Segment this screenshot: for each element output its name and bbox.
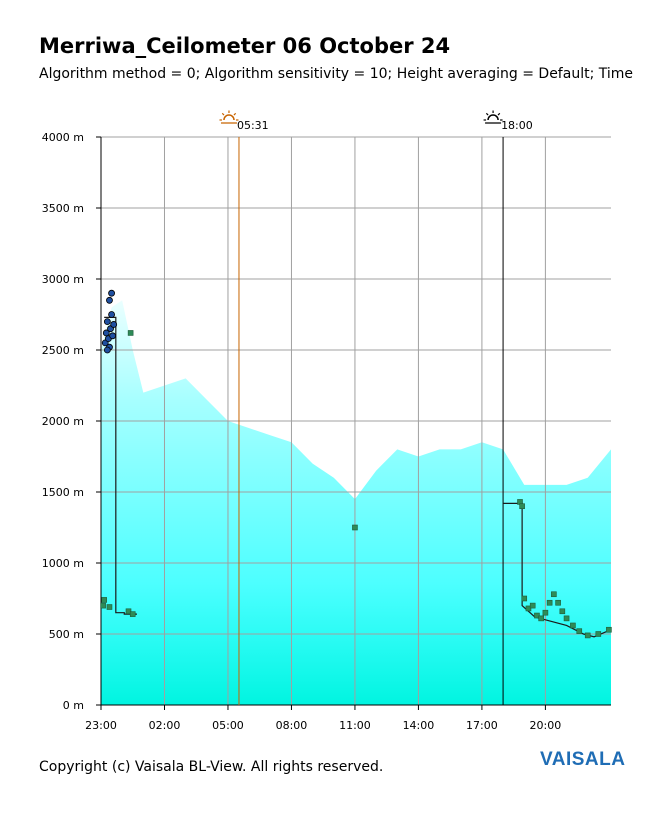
x-tick-label: 17:00 xyxy=(466,719,498,732)
cloud-hit-marker xyxy=(100,602,106,609)
cloud-hit-marker xyxy=(101,597,107,603)
y-tick-label: 500 m xyxy=(49,628,84,641)
y-tick-label: 3500 m xyxy=(42,202,84,215)
vaisala-logo: VAISALA xyxy=(540,749,626,770)
sunrise-icon xyxy=(219,110,239,124)
cloud-hit-marker xyxy=(529,602,536,609)
x-tick-label: 05:00 xyxy=(212,719,244,732)
high-cloud-marker xyxy=(110,321,118,328)
cloud-hit-marker xyxy=(538,615,544,622)
cloud-hit-marker xyxy=(521,595,528,602)
chart-subtitle: Algorithm method = 0; Algorithm sensitiv… xyxy=(39,66,633,82)
sun-ray xyxy=(485,112,489,116)
high-cloud-marker xyxy=(108,311,115,318)
cloud-base-step-line xyxy=(104,316,137,615)
cloud-hit-marker xyxy=(606,626,612,633)
y-tick-label: 1500 m xyxy=(42,486,84,499)
cloud-base-step-line xyxy=(503,502,612,638)
cloud-hit-marker xyxy=(563,615,570,622)
high-cloud-marker xyxy=(103,318,111,326)
sunrise-time-label: 05:31 xyxy=(237,119,269,132)
cloud-hit-marker xyxy=(519,503,525,510)
x-tick-label: 14:00 xyxy=(403,719,435,732)
cloud-hit-marker xyxy=(129,611,136,617)
x-tick-label: 08:00 xyxy=(276,719,308,732)
cloud-hit-marker xyxy=(576,628,583,634)
cloud-hit-marker xyxy=(570,622,576,629)
chart-title: Merriwa_Ceilometer 06 October 24 xyxy=(39,34,451,58)
cloud-hit-marker xyxy=(127,330,134,336)
cloud-hit-marker xyxy=(551,591,557,598)
copyright-text: Copyright (c) Vaisala BL-View. All right… xyxy=(39,759,384,775)
cloud-hit-marker xyxy=(125,608,132,615)
sunset-time-label: 18:00 xyxy=(501,119,533,132)
cloud-hit-marker xyxy=(525,605,532,612)
sun-arc xyxy=(223,114,235,121)
high-cloud-marker xyxy=(109,332,117,340)
high-cloud-marker xyxy=(108,289,115,297)
cloud-hit-marker xyxy=(534,612,540,619)
sun-ray xyxy=(221,112,225,116)
x-tick-label: 02:00 xyxy=(149,719,181,732)
cloud-hit-marker xyxy=(595,631,602,637)
y-tick-label: 0 m xyxy=(63,699,84,712)
high-cloud-marker xyxy=(106,296,113,304)
y-tick-label: 2000 m xyxy=(42,415,84,428)
x-tick-label: 20:00 xyxy=(530,719,562,732)
cloud-hit-marker xyxy=(546,599,553,606)
x-tick-label: 23:00 xyxy=(85,719,117,732)
backscatter-area xyxy=(101,300,611,705)
y-tick-label: 2500 m xyxy=(42,344,84,357)
y-tick-label: 1000 m xyxy=(42,557,84,570)
y-tick-label: 3000 m xyxy=(42,273,84,286)
high-cloud-marker xyxy=(102,329,110,337)
y-tick-label: 4000 m xyxy=(42,131,84,144)
cloud-hit-marker xyxy=(555,599,561,606)
cloud-hit-marker xyxy=(584,632,591,639)
sun-ray xyxy=(497,112,501,116)
high-cloud-marker xyxy=(103,346,111,354)
sun-arc xyxy=(487,114,499,121)
cloud-hit-marker xyxy=(106,604,113,610)
sun-ray xyxy=(233,112,237,116)
x-tick-label: 11:00 xyxy=(339,719,371,732)
cloud-hit-marker xyxy=(352,524,358,531)
cloud-hit-marker xyxy=(542,609,549,616)
sunset-icon xyxy=(483,110,503,124)
cloud-hit-marker xyxy=(559,608,566,615)
